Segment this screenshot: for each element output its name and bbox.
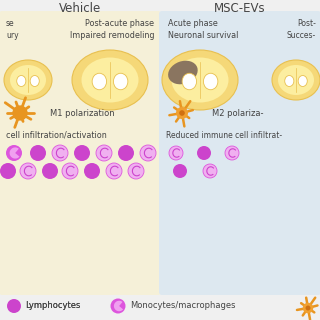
Circle shape	[303, 303, 313, 313]
Circle shape	[106, 163, 122, 179]
Ellipse shape	[182, 73, 196, 90]
Circle shape	[74, 145, 90, 161]
Circle shape	[7, 299, 21, 313]
Circle shape	[84, 163, 100, 179]
Text: Lymphocytes: Lymphocytes	[25, 301, 80, 310]
Ellipse shape	[172, 58, 228, 102]
Wedge shape	[114, 301, 123, 311]
Ellipse shape	[72, 50, 148, 110]
Circle shape	[179, 110, 185, 116]
FancyBboxPatch shape	[159, 11, 320, 295]
Ellipse shape	[17, 76, 26, 86]
Circle shape	[197, 146, 211, 160]
Circle shape	[203, 164, 217, 178]
Text: MSC-EVs: MSC-EVs	[214, 2, 266, 14]
Text: Post-: Post-	[297, 20, 316, 28]
Circle shape	[140, 145, 156, 161]
Circle shape	[6, 145, 22, 161]
Circle shape	[0, 163, 16, 179]
Text: M1 polarization: M1 polarization	[50, 108, 115, 117]
Ellipse shape	[82, 58, 139, 102]
Ellipse shape	[4, 60, 52, 100]
Text: Post-acute phase: Post-acute phase	[85, 20, 154, 28]
Ellipse shape	[285, 76, 294, 86]
Text: Reduced immune cell infiltrat-: Reduced immune cell infiltrat-	[166, 131, 282, 140]
Text: Vehicle: Vehicle	[59, 2, 101, 14]
Circle shape	[173, 164, 187, 178]
Ellipse shape	[10, 65, 46, 95]
Ellipse shape	[92, 73, 107, 90]
Text: se: se	[6, 20, 15, 28]
Text: ury: ury	[6, 31, 19, 41]
Text: M2 polariza-: M2 polariza-	[212, 108, 263, 117]
Ellipse shape	[298, 76, 307, 86]
FancyBboxPatch shape	[0, 11, 161, 295]
Ellipse shape	[204, 73, 218, 90]
Circle shape	[306, 306, 310, 310]
Circle shape	[176, 107, 188, 119]
Text: Succes-: Succes-	[287, 31, 316, 41]
Wedge shape	[10, 148, 20, 159]
Circle shape	[169, 146, 183, 160]
Ellipse shape	[113, 73, 128, 90]
Circle shape	[118, 145, 134, 161]
Ellipse shape	[272, 60, 320, 100]
Circle shape	[225, 146, 239, 160]
Circle shape	[96, 145, 112, 161]
Text: Neuronal survival: Neuronal survival	[168, 31, 238, 41]
Circle shape	[52, 145, 68, 161]
Text: Monocytes/macrophages: Monocytes/macrophages	[130, 301, 236, 310]
Circle shape	[12, 105, 28, 121]
Text: Lymphocytes: Lymphocytes	[25, 301, 80, 310]
Circle shape	[42, 163, 58, 179]
Ellipse shape	[162, 50, 238, 110]
Ellipse shape	[168, 61, 198, 84]
Text: cell infiltration/activation: cell infiltration/activation	[6, 131, 107, 140]
Text: Acute phase: Acute phase	[168, 20, 218, 28]
Circle shape	[128, 163, 144, 179]
Ellipse shape	[30, 76, 39, 86]
Circle shape	[110, 299, 125, 314]
Circle shape	[30, 145, 46, 161]
Text: Impaired remodeling: Impaired remodeling	[69, 31, 154, 41]
Ellipse shape	[278, 65, 314, 95]
Circle shape	[62, 163, 78, 179]
Circle shape	[20, 163, 36, 179]
